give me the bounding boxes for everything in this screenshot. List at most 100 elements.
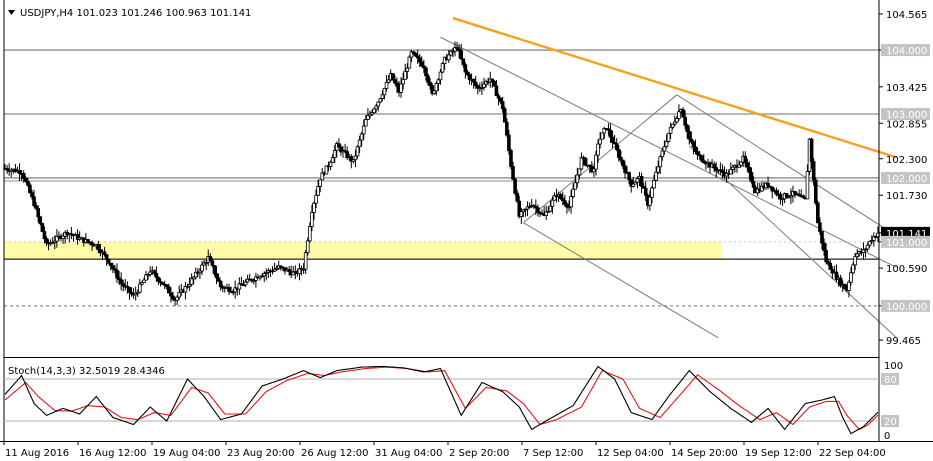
candle[interactable] — [780, 198, 785, 206]
candle[interactable] — [789, 188, 793, 205]
candle[interactable] — [332, 145, 337, 163]
candle[interactable] — [670, 123, 675, 130]
candle[interactable] — [378, 98, 383, 104]
candle[interactable] — [691, 140, 696, 155]
candle[interactable] — [216, 273, 221, 282]
candle[interactable] — [525, 201, 530, 217]
candle[interactable] — [233, 280, 237, 299]
candle[interactable] — [38, 215, 43, 226]
candle[interactable] — [816, 200, 820, 224]
candle[interactable] — [811, 158, 816, 186]
candle[interactable] — [797, 189, 801, 197]
candle[interactable] — [471, 78, 476, 89]
candle[interactable] — [509, 148, 513, 170]
candle[interactable] — [635, 176, 640, 189]
candle[interactable] — [492, 80, 497, 87]
candle[interactable] — [697, 150, 702, 160]
candle[interactable] — [865, 242, 870, 252]
candle[interactable] — [498, 97, 503, 104]
candle[interactable] — [629, 179, 634, 193]
candle[interactable] — [801, 194, 806, 199]
candle[interactable] — [171, 291, 175, 302]
candle[interactable] — [349, 154, 354, 169]
stoch-main-line[interactable] — [4, 365, 879, 435]
candle[interactable] — [505, 118, 509, 137]
candle[interactable] — [318, 179, 323, 193]
candle[interactable] — [672, 115, 677, 127]
candle[interactable] — [32, 189, 36, 208]
candle[interactable] — [639, 172, 644, 194]
candle[interactable] — [420, 56, 424, 68]
candle[interactable] — [390, 73, 395, 81]
candle[interactable] — [415, 49, 420, 65]
candle[interactable] — [185, 283, 190, 289]
candle[interactable] — [749, 167, 754, 184]
candle[interactable] — [658, 155, 663, 174]
candle[interactable] — [409, 49, 414, 63]
candle[interactable] — [115, 263, 119, 284]
candle[interactable] — [482, 77, 486, 91]
candle[interactable] — [675, 115, 679, 124]
candle[interactable] — [345, 146, 349, 160]
candle[interactable] — [652, 174, 656, 189]
candle[interactable] — [451, 47, 455, 58]
candle[interactable] — [17, 163, 22, 181]
candle[interactable] — [426, 73, 430, 86]
candle[interactable] — [550, 196, 555, 214]
candle[interactable] — [724, 169, 729, 183]
candle[interactable] — [386, 75, 391, 84]
candle[interactable] — [513, 177, 517, 196]
candle[interactable] — [664, 134, 669, 149]
candle[interactable] — [359, 131, 364, 147]
candle[interactable] — [546, 206, 551, 213]
candle[interactable] — [119, 272, 123, 291]
candle[interactable] — [820, 231, 824, 250]
candle[interactable] — [787, 195, 791, 199]
candle[interactable] — [579, 152, 584, 171]
candle[interactable] — [218, 280, 223, 291]
candle[interactable] — [279, 265, 283, 271]
candle[interactable] — [544, 205, 549, 221]
candle[interactable] — [583, 156, 588, 167]
candle[interactable] — [552, 192, 557, 201]
candle[interactable] — [502, 106, 507, 123]
candle[interactable] — [747, 161, 752, 181]
candle[interactable] — [743, 151, 748, 168]
candle[interactable] — [567, 200, 571, 212]
candle[interactable] — [407, 55, 412, 69]
candle[interactable] — [258, 275, 262, 281]
candle[interactable] — [701, 154, 706, 164]
candle[interactable] — [372, 107, 376, 114]
candle[interactable] — [200, 260, 204, 276]
candle[interactable] — [867, 240, 872, 248]
candle[interactable] — [872, 232, 876, 247]
candle[interactable] — [144, 270, 148, 281]
candle[interactable] — [849, 267, 853, 286]
candle[interactable] — [467, 72, 472, 85]
candle[interactable] — [40, 222, 45, 232]
candle[interactable] — [490, 78, 495, 88]
candle[interactable] — [90, 240, 94, 251]
candle[interactable] — [515, 189, 519, 203]
candle[interactable] — [9, 167, 14, 178]
candle[interactable] — [436, 78, 441, 91]
candle[interactable] — [473, 75, 478, 89]
candle[interactable] — [164, 284, 169, 290]
candle[interactable] — [237, 277, 242, 295]
candle[interactable] — [560, 191, 565, 206]
candle[interactable] — [718, 162, 723, 175]
candle[interactable] — [600, 132, 604, 140]
candle[interactable] — [424, 66, 428, 81]
candle[interactable] — [731, 164, 735, 175]
candle[interactable] — [847, 280, 851, 298]
candle[interactable] — [683, 110, 687, 130]
candle[interactable] — [660, 147, 665, 161]
candle[interactable] — [30, 189, 34, 200]
candle[interactable] — [650, 186, 654, 204]
candle[interactable] — [534, 199, 538, 216]
candle[interactable] — [612, 135, 617, 145]
candle[interactable] — [457, 44, 461, 59]
candle[interactable] — [169, 287, 173, 303]
candle[interactable] — [198, 267, 202, 280]
